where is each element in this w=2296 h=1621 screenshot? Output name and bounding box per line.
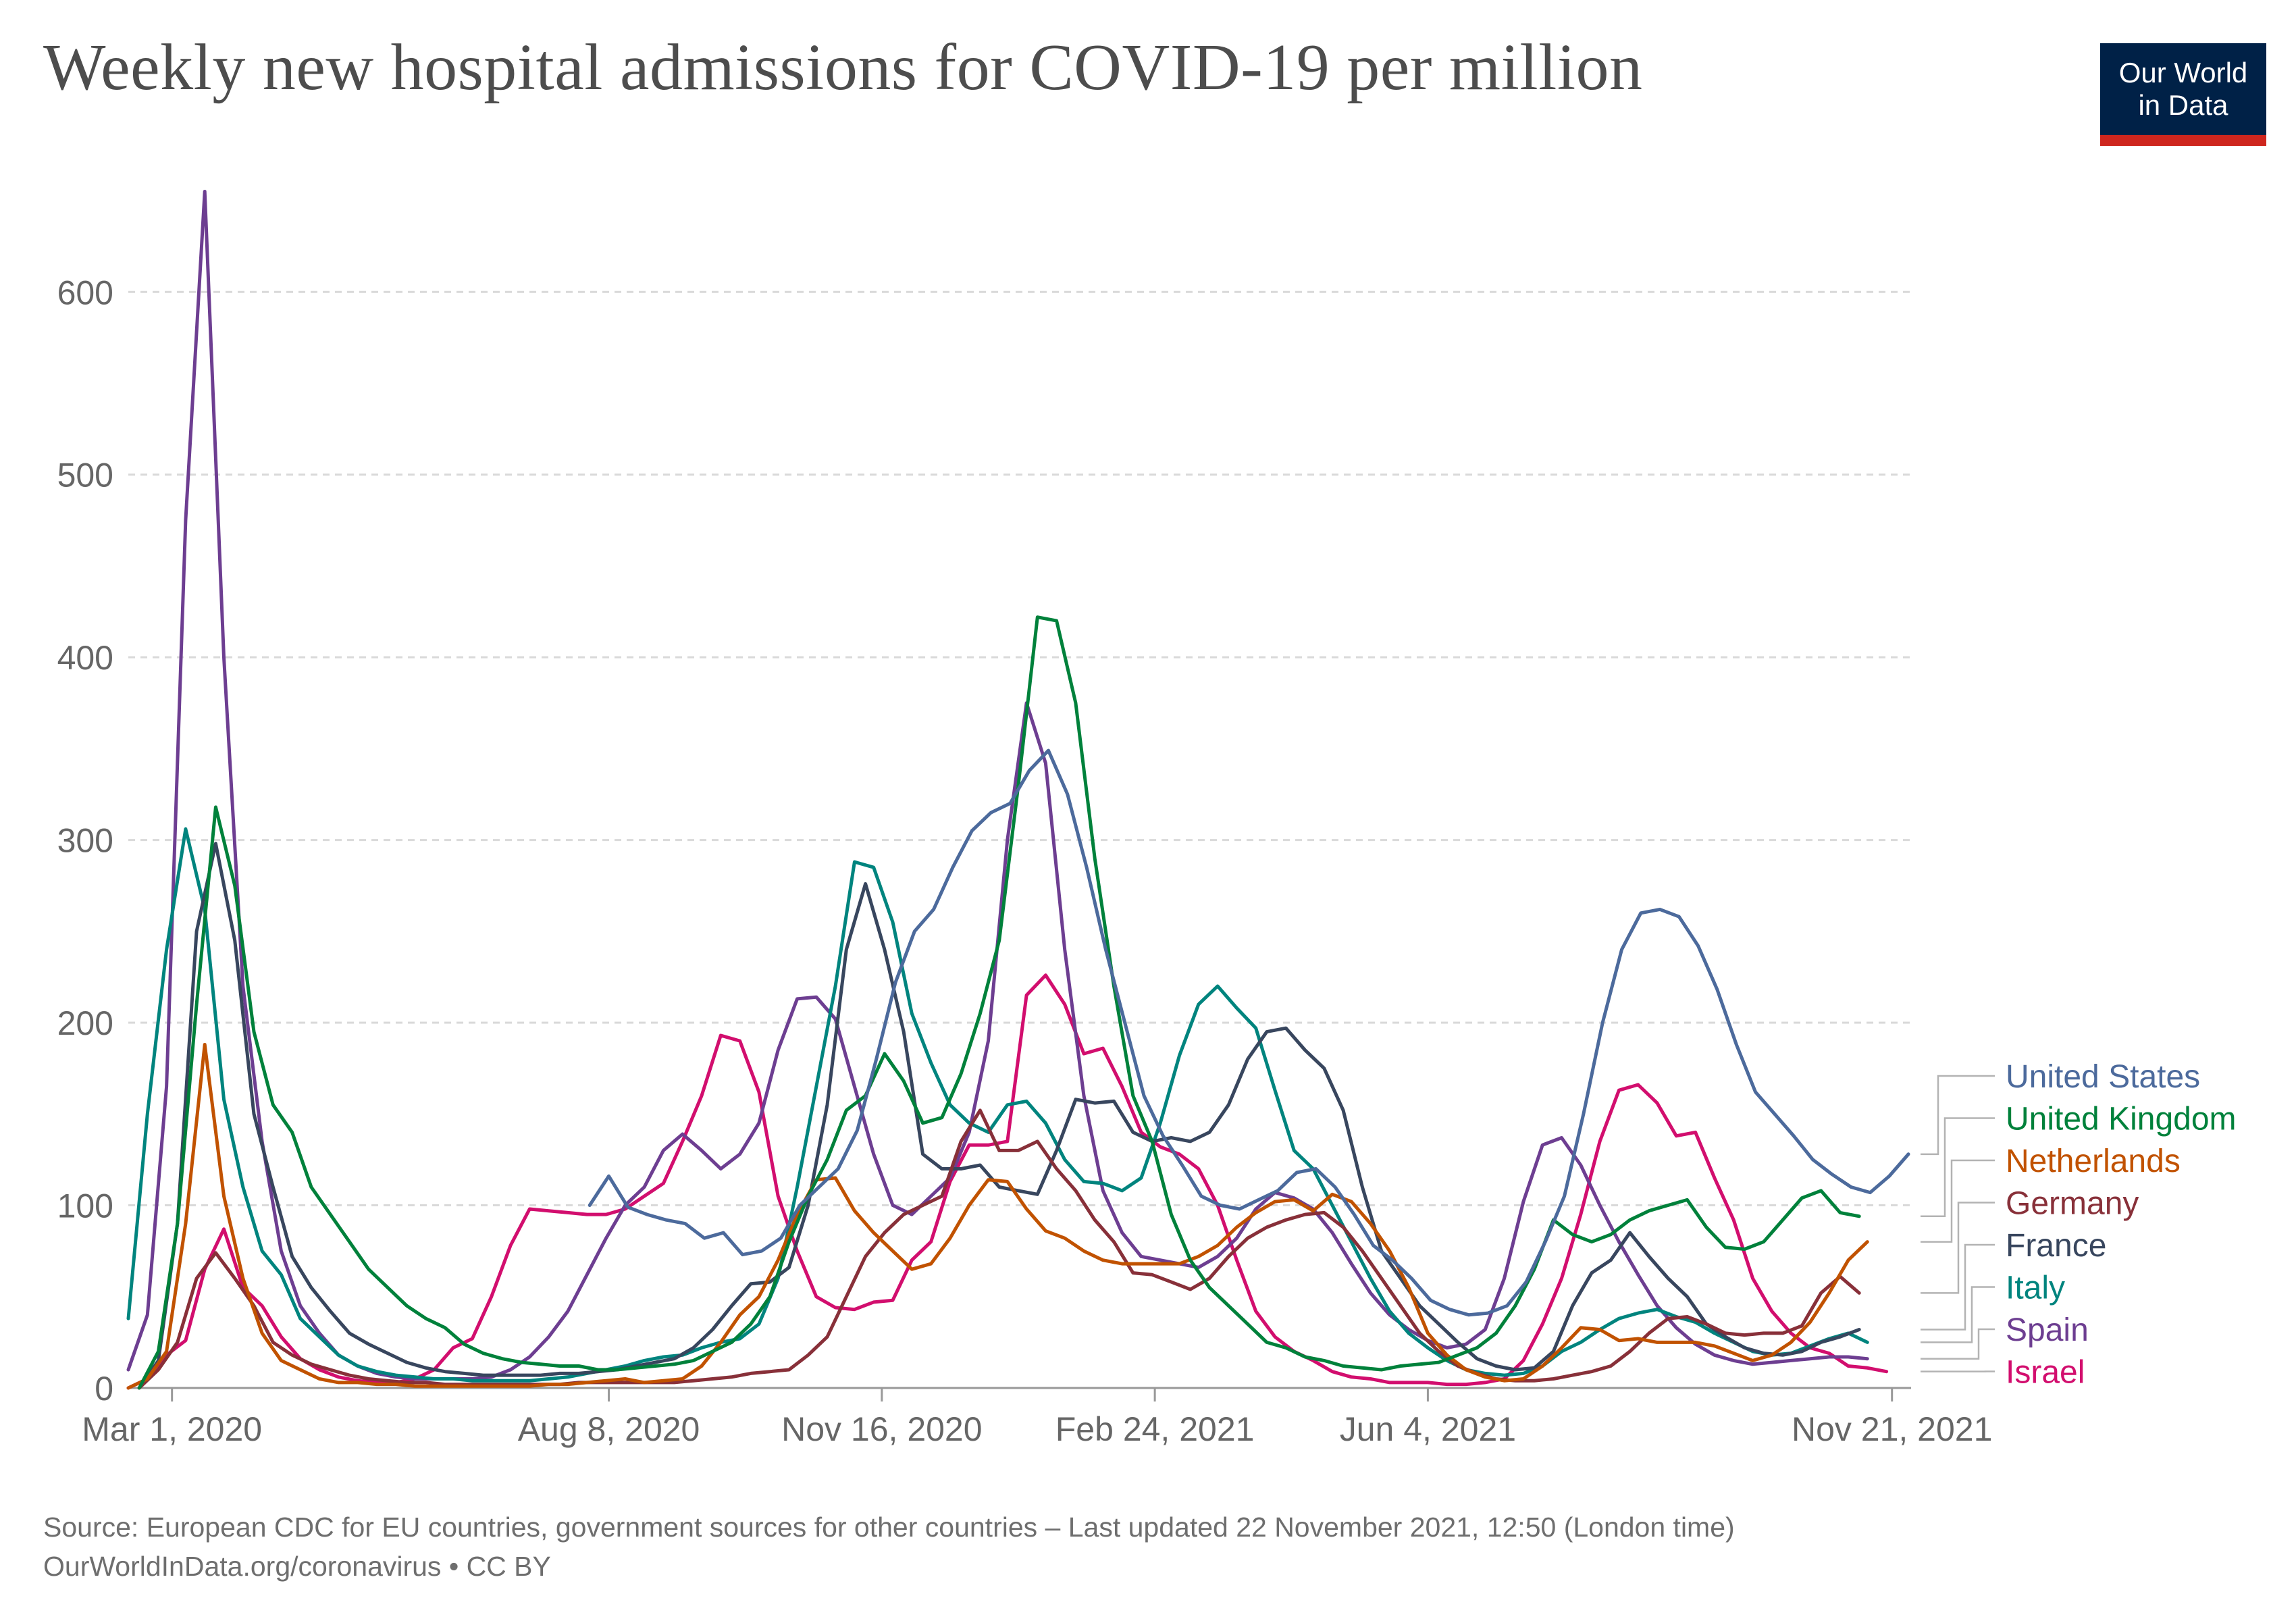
legend-connector <box>1921 1075 1995 1156</box>
logo-line-1: Our World <box>2118 57 2248 88</box>
legend-connector <box>1921 1117 1995 1218</box>
y-tick-label: 200 <box>57 1004 113 1042</box>
owid-logo[interactable]: Our World in Data <box>2100 43 2266 146</box>
legend-label-france[interactable]: France <box>2006 1228 2106 1264</box>
y-tick-label: 300 <box>57 822 113 860</box>
series-line-israel[interactable] <box>126 973 1889 1390</box>
legend-label-united-states[interactable]: United States <box>2006 1059 2200 1095</box>
legend-connector <box>1921 1202 1995 1294</box>
legend-label-germany[interactable]: Germany <box>2006 1186 2139 1222</box>
y-tick-label: 600 <box>57 274 113 311</box>
y-axis-tick-labels: 0 100 200 300 400 500 600 <box>57 274 113 1408</box>
series-line-italy[interactable] <box>126 827 1869 1383</box>
y-tick-label: 100 <box>57 1187 113 1225</box>
legend-connector <box>1921 1328 1995 1360</box>
legend-connector <box>1921 1243 1995 1331</box>
series-line-netherlands[interactable] <box>126 1043 1869 1390</box>
legend-connector <box>1921 1286 1995 1343</box>
x-axis: Mar 1, 2020 Aug 8, 2020 Nov 16, 2020 Feb 24… <box>82 1387 1992 1448</box>
x-tick-label: Nov 16, 2020 <box>781 1410 982 1448</box>
series-line-germany[interactable] <box>137 1108 1861 1390</box>
legend-label-netherlands[interactable]: Netherlands <box>2006 1143 2181 1179</box>
source-note: Source: European CDC for EU countries, g… <box>43 1508 1735 1586</box>
y-tick-label: 400 <box>57 639 113 677</box>
series-lines <box>126 190 1910 1390</box>
x-tick-label: Feb 24, 2021 <box>1055 1410 1255 1448</box>
source-text: Source: European CDC for EU countries, g… <box>43 1512 1735 1543</box>
x-tick-label: Mar 1, 2020 <box>82 1410 262 1448</box>
series-line-spain[interactable] <box>126 190 1869 1381</box>
series-line-france[interactable] <box>137 842 1861 1390</box>
license-text[interactable]: OurWorldInData.org/coronavirus • CC BY <box>43 1551 551 1582</box>
legend-label-spain[interactable]: Spain <box>2006 1312 2089 1348</box>
y-gridlines <box>128 290 1911 1207</box>
x-tick-label: Aug 8, 2020 <box>518 1410 700 1448</box>
legend: United States United Kingdom Netherlands Ge… <box>1921 1059 2237 1391</box>
legend-label-united-kingdom[interactable]: United Kingdom <box>2006 1102 2237 1137</box>
x-tick-label: Jun 4, 2021 <box>1340 1410 1516 1448</box>
series-line-united-kingdom[interactable] <box>137 615 1861 1390</box>
chart-title: Weekly new hospital admissions for COVID… <box>43 31 1643 104</box>
legend-connector <box>1921 1159 1995 1243</box>
legend-label-italy[interactable]: Italy <box>2006 1270 2065 1306</box>
y-tick-label: 500 <box>57 457 113 494</box>
x-tick-label: Nov 21, 2021 <box>1792 1410 1992 1448</box>
legend-label-israel[interactable]: Israel <box>2006 1355 2085 1391</box>
y-tick-label: 0 <box>95 1370 113 1408</box>
series-line-united-states[interactable] <box>588 748 1910 1317</box>
logo-line-2: in Data <box>2138 89 2228 121</box>
